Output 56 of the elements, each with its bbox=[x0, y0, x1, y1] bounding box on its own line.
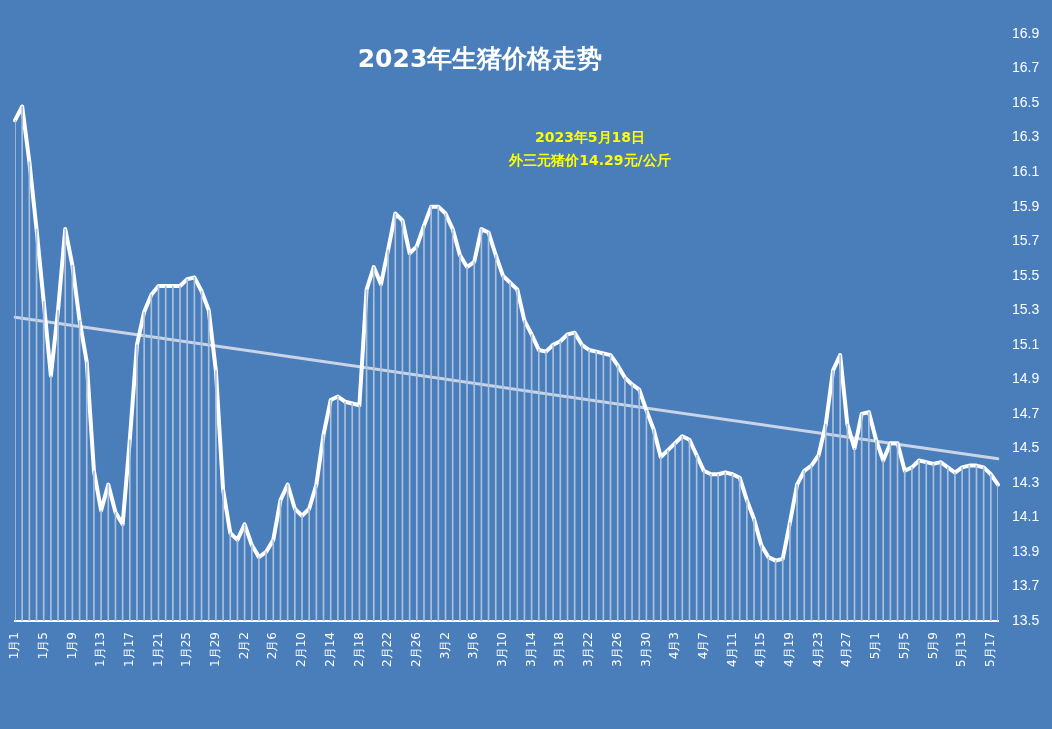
x-tick-label: 3月18 bbox=[552, 632, 567, 667]
x-tick-label: 3月30 bbox=[638, 632, 653, 667]
annotation: 外三元猪价14.29元/公斤 bbox=[508, 151, 671, 168]
y-tick-label: 14.9 bbox=[1012, 370, 1040, 387]
x-tick-label: 1月25 bbox=[179, 632, 194, 667]
y-tick-label: 16.5 bbox=[1012, 93, 1040, 110]
x-tick-label: 4月19 bbox=[782, 632, 797, 667]
x-tick-label: 4月11 bbox=[724, 632, 739, 667]
y-tick-label: 16.7 bbox=[1012, 59, 1040, 76]
x-tick-label: 5月9 bbox=[925, 632, 940, 660]
x-tick-label: 2月22 bbox=[380, 632, 395, 667]
x-tick-label: 1月13 bbox=[93, 632, 108, 667]
x-tick-label: 2月18 bbox=[351, 632, 366, 667]
x-tick-label: 3月22 bbox=[581, 632, 596, 667]
y-tick-label: 16.1 bbox=[1012, 162, 1040, 179]
x-tick-label: 2月2 bbox=[236, 632, 251, 660]
y-tick-label: 15.7 bbox=[1012, 232, 1040, 249]
x-tick-label: 5月13 bbox=[954, 632, 969, 667]
x-tick-label: 4月3 bbox=[667, 632, 682, 660]
x-tick-label: 4月27 bbox=[839, 632, 854, 667]
x-tick-label: 1月1 bbox=[7, 632, 22, 660]
x-tick-label: 3月6 bbox=[466, 632, 481, 660]
x-tick-label: 1月5 bbox=[35, 632, 50, 660]
x-tick-label: 3月2 bbox=[437, 632, 452, 660]
x-tick-label: 3月10 bbox=[495, 632, 510, 667]
annotation: 2023年5月18日 bbox=[534, 128, 646, 145]
y-tick-label: 16.9 bbox=[1012, 24, 1040, 41]
x-tick-label: 4月23 bbox=[810, 632, 825, 667]
x-tick-label: 5月5 bbox=[896, 632, 911, 660]
x-tick-label: 1月21 bbox=[150, 632, 165, 667]
y-tick-label: 15.3 bbox=[1012, 301, 1040, 318]
text: 2023年生猪价格走势 bbox=[357, 43, 603, 73]
x-tick-label: 2月6 bbox=[265, 632, 280, 660]
y-tick-label: 15.5 bbox=[1012, 266, 1040, 283]
x-tick-label: 3月14 bbox=[523, 632, 538, 667]
x-tick-label: 1月17 bbox=[121, 632, 136, 667]
x-tick-label: 3月26 bbox=[609, 632, 624, 667]
y-tick-label: 14.7 bbox=[1012, 404, 1040, 421]
x-tick-label: 2月14 bbox=[322, 632, 337, 667]
x-tick-label: 2月26 bbox=[408, 632, 423, 667]
y-tick-label: 13.5 bbox=[1012, 611, 1040, 628]
y-tick-label: 15.9 bbox=[1012, 197, 1040, 214]
y-tick-label: 13.7 bbox=[1012, 577, 1040, 594]
y-tick-label: 14.3 bbox=[1012, 473, 1040, 490]
y-tick-label: 14.5 bbox=[1012, 439, 1040, 456]
x-tick-label: 1月9 bbox=[64, 632, 79, 660]
y-tick-label: 13.9 bbox=[1012, 542, 1040, 559]
y-tick-label: 16.3 bbox=[1012, 128, 1040, 145]
x-tick-label: 2月10 bbox=[294, 632, 309, 667]
x-tick-label: 5月1 bbox=[868, 632, 883, 660]
x-tick-label: 1月29 bbox=[208, 632, 223, 667]
x-tick-label: 5月17 bbox=[982, 632, 997, 667]
x-tick-label: 4月7 bbox=[695, 632, 710, 660]
x-tick-label: 4月15 bbox=[753, 632, 768, 667]
y-tick-label: 14.1 bbox=[1012, 508, 1040, 525]
y-tick-label: 15.1 bbox=[1012, 335, 1040, 352]
